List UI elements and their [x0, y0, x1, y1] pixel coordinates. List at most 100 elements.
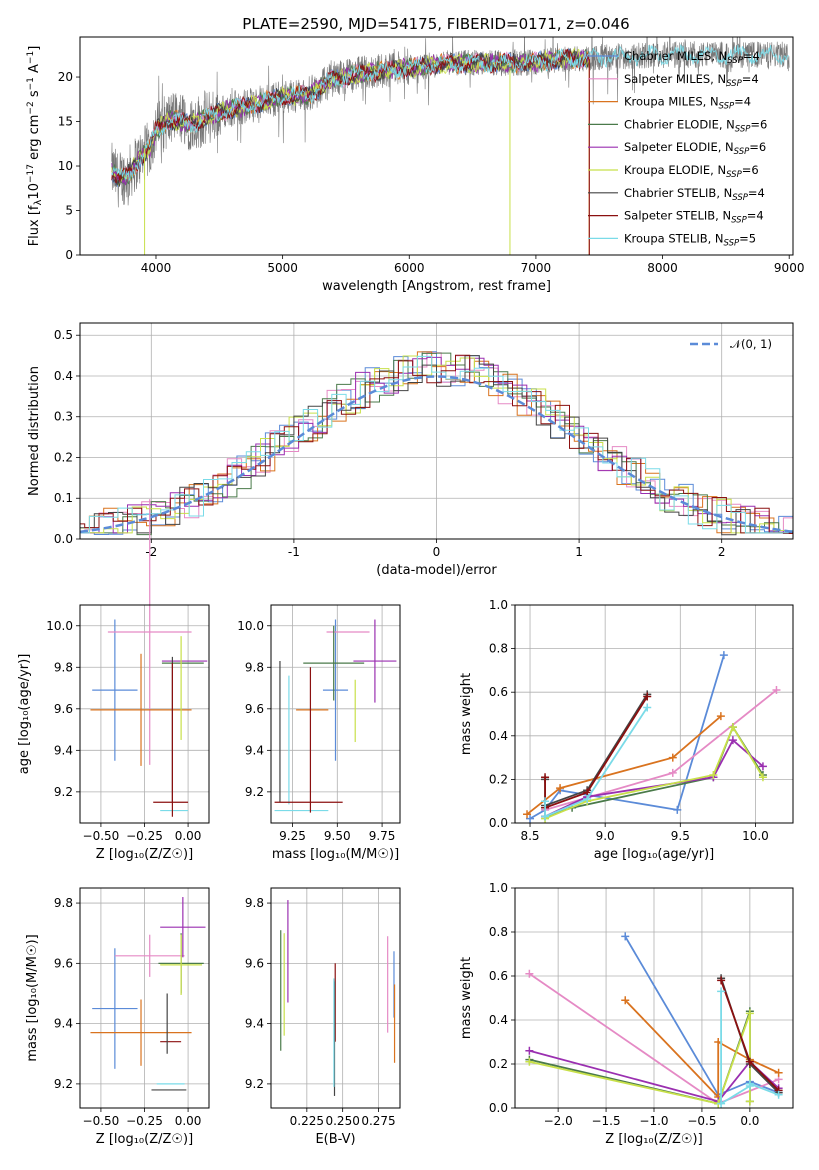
y-label-part: s: [27, 90, 42, 101]
y-label-part: λ: [33, 199, 44, 205]
legend-sub: SSP: [735, 124, 751, 134]
y-axis-label: mass [log₁₀(M/M☉)]: [25, 934, 40, 1061]
legend-name: Kroupa STELIB, N: [624, 231, 724, 245]
data-point-marker: [728, 736, 737, 745]
x-tick-label: 2: [718, 545, 726, 559]
y-tick-label: 9.2: [245, 1077, 264, 1091]
legend-label: Kroupa STELIB, NSSP=5: [624, 231, 756, 248]
histogram-step: [80, 355, 793, 536]
y-tick-label: 0.4: [489, 1013, 508, 1027]
y-tick-label: 10: [58, 159, 73, 173]
axes-massweight-vs-age: 8.5 9.0 9.5 10.0 0.0 0.2 0.4 0.6 0.8 1.0 age [log₁…: [459, 598, 793, 862]
data-point-marker: [745, 1079, 754, 1088]
axes-age-vs-Z: −0.50 −0.25 0.00 9.2 9.4 9.6 9.8 10.0 Z [log₁₀(Z…: [17, 605, 209, 862]
legend-sub: SSP: [724, 238, 740, 248]
x-axis-label: Z [log₁₀(Z/Z☉)]: [96, 1132, 193, 1147]
series-line: [544, 696, 648, 809]
x-tick-label: 0.00: [175, 1114, 202, 1128]
y-tick-label: 0.4: [489, 729, 508, 743]
histograms: [80, 351, 793, 536]
x-tick-label: 10.0: [742, 829, 769, 843]
legend-label: Salpeter STELIB, NSSP=4: [624, 209, 764, 226]
y-tick-label: 5: [65, 204, 73, 218]
x-axis-label: age [log₁₀(age/yr)]: [594, 847, 715, 862]
y-axis-label: age [log₁₀(age/yr)]: [17, 654, 32, 775]
y-tick-label: 0.0: [54, 532, 73, 546]
y-label-part: −17: [26, 164, 36, 183]
x-tick-label: 0.250: [325, 1114, 359, 1128]
axes-massweight-vs-Z: −2.0 −1.5 −1.0 −0.5 0.0 0.0 0.2 0.4 0.6 0.8 1.0 Z […: [459, 881, 793, 1147]
legend-label: Chabrier MILES, NSSP=4: [624, 49, 760, 66]
data-point-marker: [525, 969, 534, 978]
x-tick-label: 8.5: [520, 829, 539, 843]
legend-count: =4: [742, 72, 759, 86]
y-label-part: ]: [27, 46, 42, 51]
data-point-marker: [621, 932, 630, 941]
spectrum-lines: [111, 37, 790, 255]
legend-name: Salpeter MILES, N: [624, 72, 726, 86]
errorbars-age-vs-Z: [90, 499, 208, 817]
data-point-marker: [719, 651, 728, 660]
y-tick-label: 9.2: [245, 785, 264, 799]
y-axis-label: mass weight: [459, 957, 474, 1039]
lines-massweight-vs-Z: [525, 932, 783, 1108]
histogram-frame: [79, 322, 794, 540]
spectrum-frame: [79, 36, 794, 256]
axes-mass-vs-Z: −0.50 −0.25 0.00 9.2 9.4 9.6 9.8 Z [log₁₀(Z/Z☉)…: [25, 888, 209, 1147]
legend-label: Salpeter ELODIE, NSSP=6: [624, 140, 766, 157]
legend-label: Chabrier STELIB, NSSP=4: [624, 186, 765, 203]
legend-count: =4: [747, 209, 764, 223]
x-axis-label: wavelength [Angstrom, rest frame]: [322, 279, 551, 294]
data-point-marker: [668, 753, 677, 762]
data-point-marker: [772, 686, 781, 695]
x-axis-label: Z [log₁₀(Z/Z☉)]: [605, 1132, 702, 1147]
y-tick-label: 0.6: [489, 685, 508, 699]
frame-age-vs-mass: [270, 604, 401, 824]
legend: Chabrier MILES, NSSP=4 Salpeter MILES, N S…: [588, 49, 767, 248]
y-tick-label: 0.2: [489, 1057, 508, 1071]
series-line: [544, 689, 778, 811]
legend-sub: SSP: [719, 102, 735, 112]
x-tick-label: 5000: [267, 261, 298, 275]
y-tick-label: 0.2: [54, 450, 73, 464]
legend-name: Chabrier ELODIE, N: [624, 117, 735, 131]
data-point-marker: [717, 976, 726, 985]
legend-count: =6: [750, 117, 767, 131]
data-point-marker: [541, 797, 550, 806]
legend-count: =5: [739, 231, 756, 245]
data-point-marker: [643, 703, 652, 712]
x-tick-label: 1: [575, 545, 583, 559]
data-point-marker: [525, 1057, 534, 1066]
axes-spectrum: 4000 5000 6000 7000 8000 9000 0 5 10 15 20 waveleng…: [58, 70, 805, 294]
y-tick-label: 9.8: [54, 660, 73, 674]
y-label-part: A: [27, 64, 42, 77]
y-tick-label: 1.0: [489, 881, 508, 895]
y-label-part: Flux [f: [27, 205, 42, 246]
x-tick-label: 0.0: [740, 1114, 759, 1128]
y-tick-label: 0.0: [489, 1101, 508, 1115]
legend-name: Kroupa MILES, N: [624, 95, 719, 109]
y-tick-label: 9.6: [54, 956, 73, 970]
y-tick-label: 9.8: [245, 660, 264, 674]
x-tick-label: 9.0: [596, 829, 615, 843]
x-tick-label: 9.75: [369, 829, 396, 843]
data-point-marker: [774, 1068, 783, 1077]
legend-sub: SSP: [731, 216, 747, 226]
data-point-marker: [717, 1099, 726, 1108]
series-line: [624, 935, 779, 1096]
y-tick-label: 0.6: [489, 969, 508, 983]
x-tick-label: 0: [433, 545, 441, 559]
x-tick-label: 7000: [521, 261, 552, 275]
y-tick-label: 0.8: [489, 642, 508, 656]
legend-name: Salpeter ELODIE, N: [624, 140, 734, 154]
errorbars-mass-vs-Z: [90, 897, 206, 1091]
data-point-marker: [523, 810, 532, 819]
y-tick-label: 9.4: [54, 1017, 73, 1031]
x-tick-label: −1.0: [639, 1114, 668, 1128]
series-line: [529, 1010, 751, 1105]
data-point-marker: [728, 723, 737, 732]
x-tick-label: −0.5: [687, 1114, 716, 1128]
x-axis-label: (data-model)/error: [376, 563, 497, 578]
legend-label: Kroupa MILES, NSSP=4: [624, 95, 751, 112]
legend-count: =6: [742, 163, 759, 177]
